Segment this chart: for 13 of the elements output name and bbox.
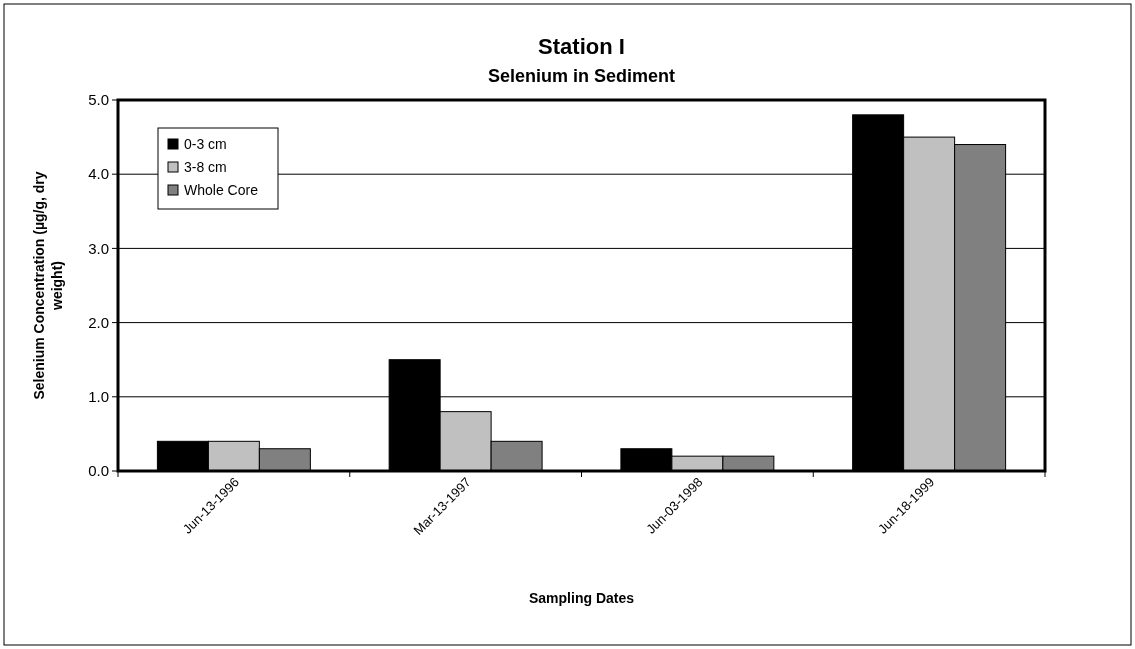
x-axis-title: Sampling Dates [528, 590, 635, 606]
legend-label: Whole Core [184, 181, 259, 198]
chart-subtitle: Selenium in Sediment [487, 66, 676, 86]
y-tick-label: 3.0 [88, 239, 109, 257]
legend-label: 3-8 cm [184, 158, 227, 175]
y-tick-label: 2.0 [88, 313, 109, 331]
y-tick-label: 5.0 [88, 91, 109, 109]
y-tick-label: 4.0 [88, 165, 109, 183]
y-tick-label: 0.0 [88, 462, 109, 480]
y-axis-title: Selenium Concentration (µg/g, dry weight) [31, 171, 65, 400]
legend-label: 0-3 cm [184, 135, 227, 152]
chart-title: Station I [538, 34, 625, 59]
y-tick-label: 1.0 [88, 388, 109, 406]
